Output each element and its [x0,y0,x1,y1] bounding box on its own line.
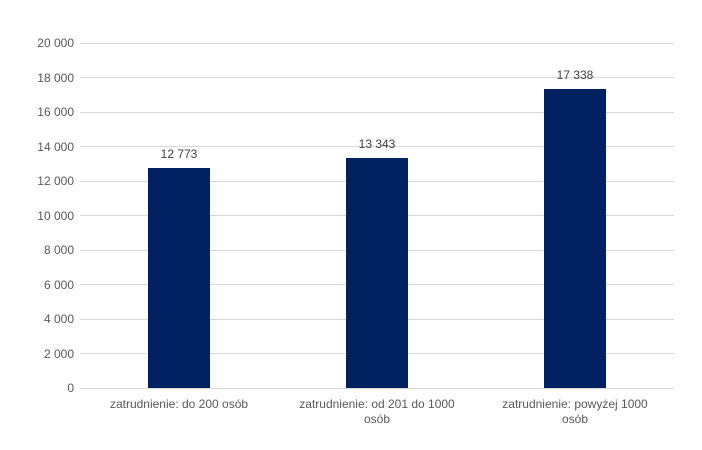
bar-value-label: 17 338 [556,67,594,82]
y-axis-tick-label: 4 000 [43,312,74,326]
bar-2 [346,157,408,388]
gridline [80,111,674,113]
y-axis-tick-label: 0 [67,381,74,395]
gridline [80,387,674,389]
bar-3 [544,88,606,388]
x-axis-category-label-line: zatrudnienie: od 201 do 1000 [299,397,455,411]
y-axis-tick-label: 2 000 [43,346,74,361]
y-axis-tick-label: 12 000 [37,174,74,188]
x-axis-category-label-line: zatrudnienie: do 200 osób [109,397,249,411]
x-axis-category-label-line: osób [363,412,391,426]
bar-value-label: 13 343 [358,136,396,151]
gridline [80,42,674,44]
gridline [80,146,674,147]
bar-value-label: 12 773 [160,146,198,161]
gridline [80,77,674,78]
y-axis-tick-label: 10 000 [37,208,74,223]
bar-1 [148,167,210,388]
y-axis-tick-label: 16 000 [37,105,74,119]
x-axis-category-label: zatrudnienie: od 201 do 1000 osób [286,397,468,427]
y-axis-tick-label: 20 000 [37,36,74,50]
y-axis-tick-label: 6 000 [43,277,74,292]
y-axis-tick-label: 14 000 [37,139,74,154]
y-axis-tick-label: 8 000 [43,243,74,257]
x-axis-category-label: zatrudnienie: powyżej 1000 osób [484,397,666,427]
x-axis-category-label: zatrudnienie: do 200 osób [88,397,270,412]
y-axis-tick-label: 18 000 [37,70,74,85]
x-axis-category-label-line: zatrudnienie: powyżej 1000 [502,397,648,411]
x-axis-category-label-line: osób [561,412,589,426]
